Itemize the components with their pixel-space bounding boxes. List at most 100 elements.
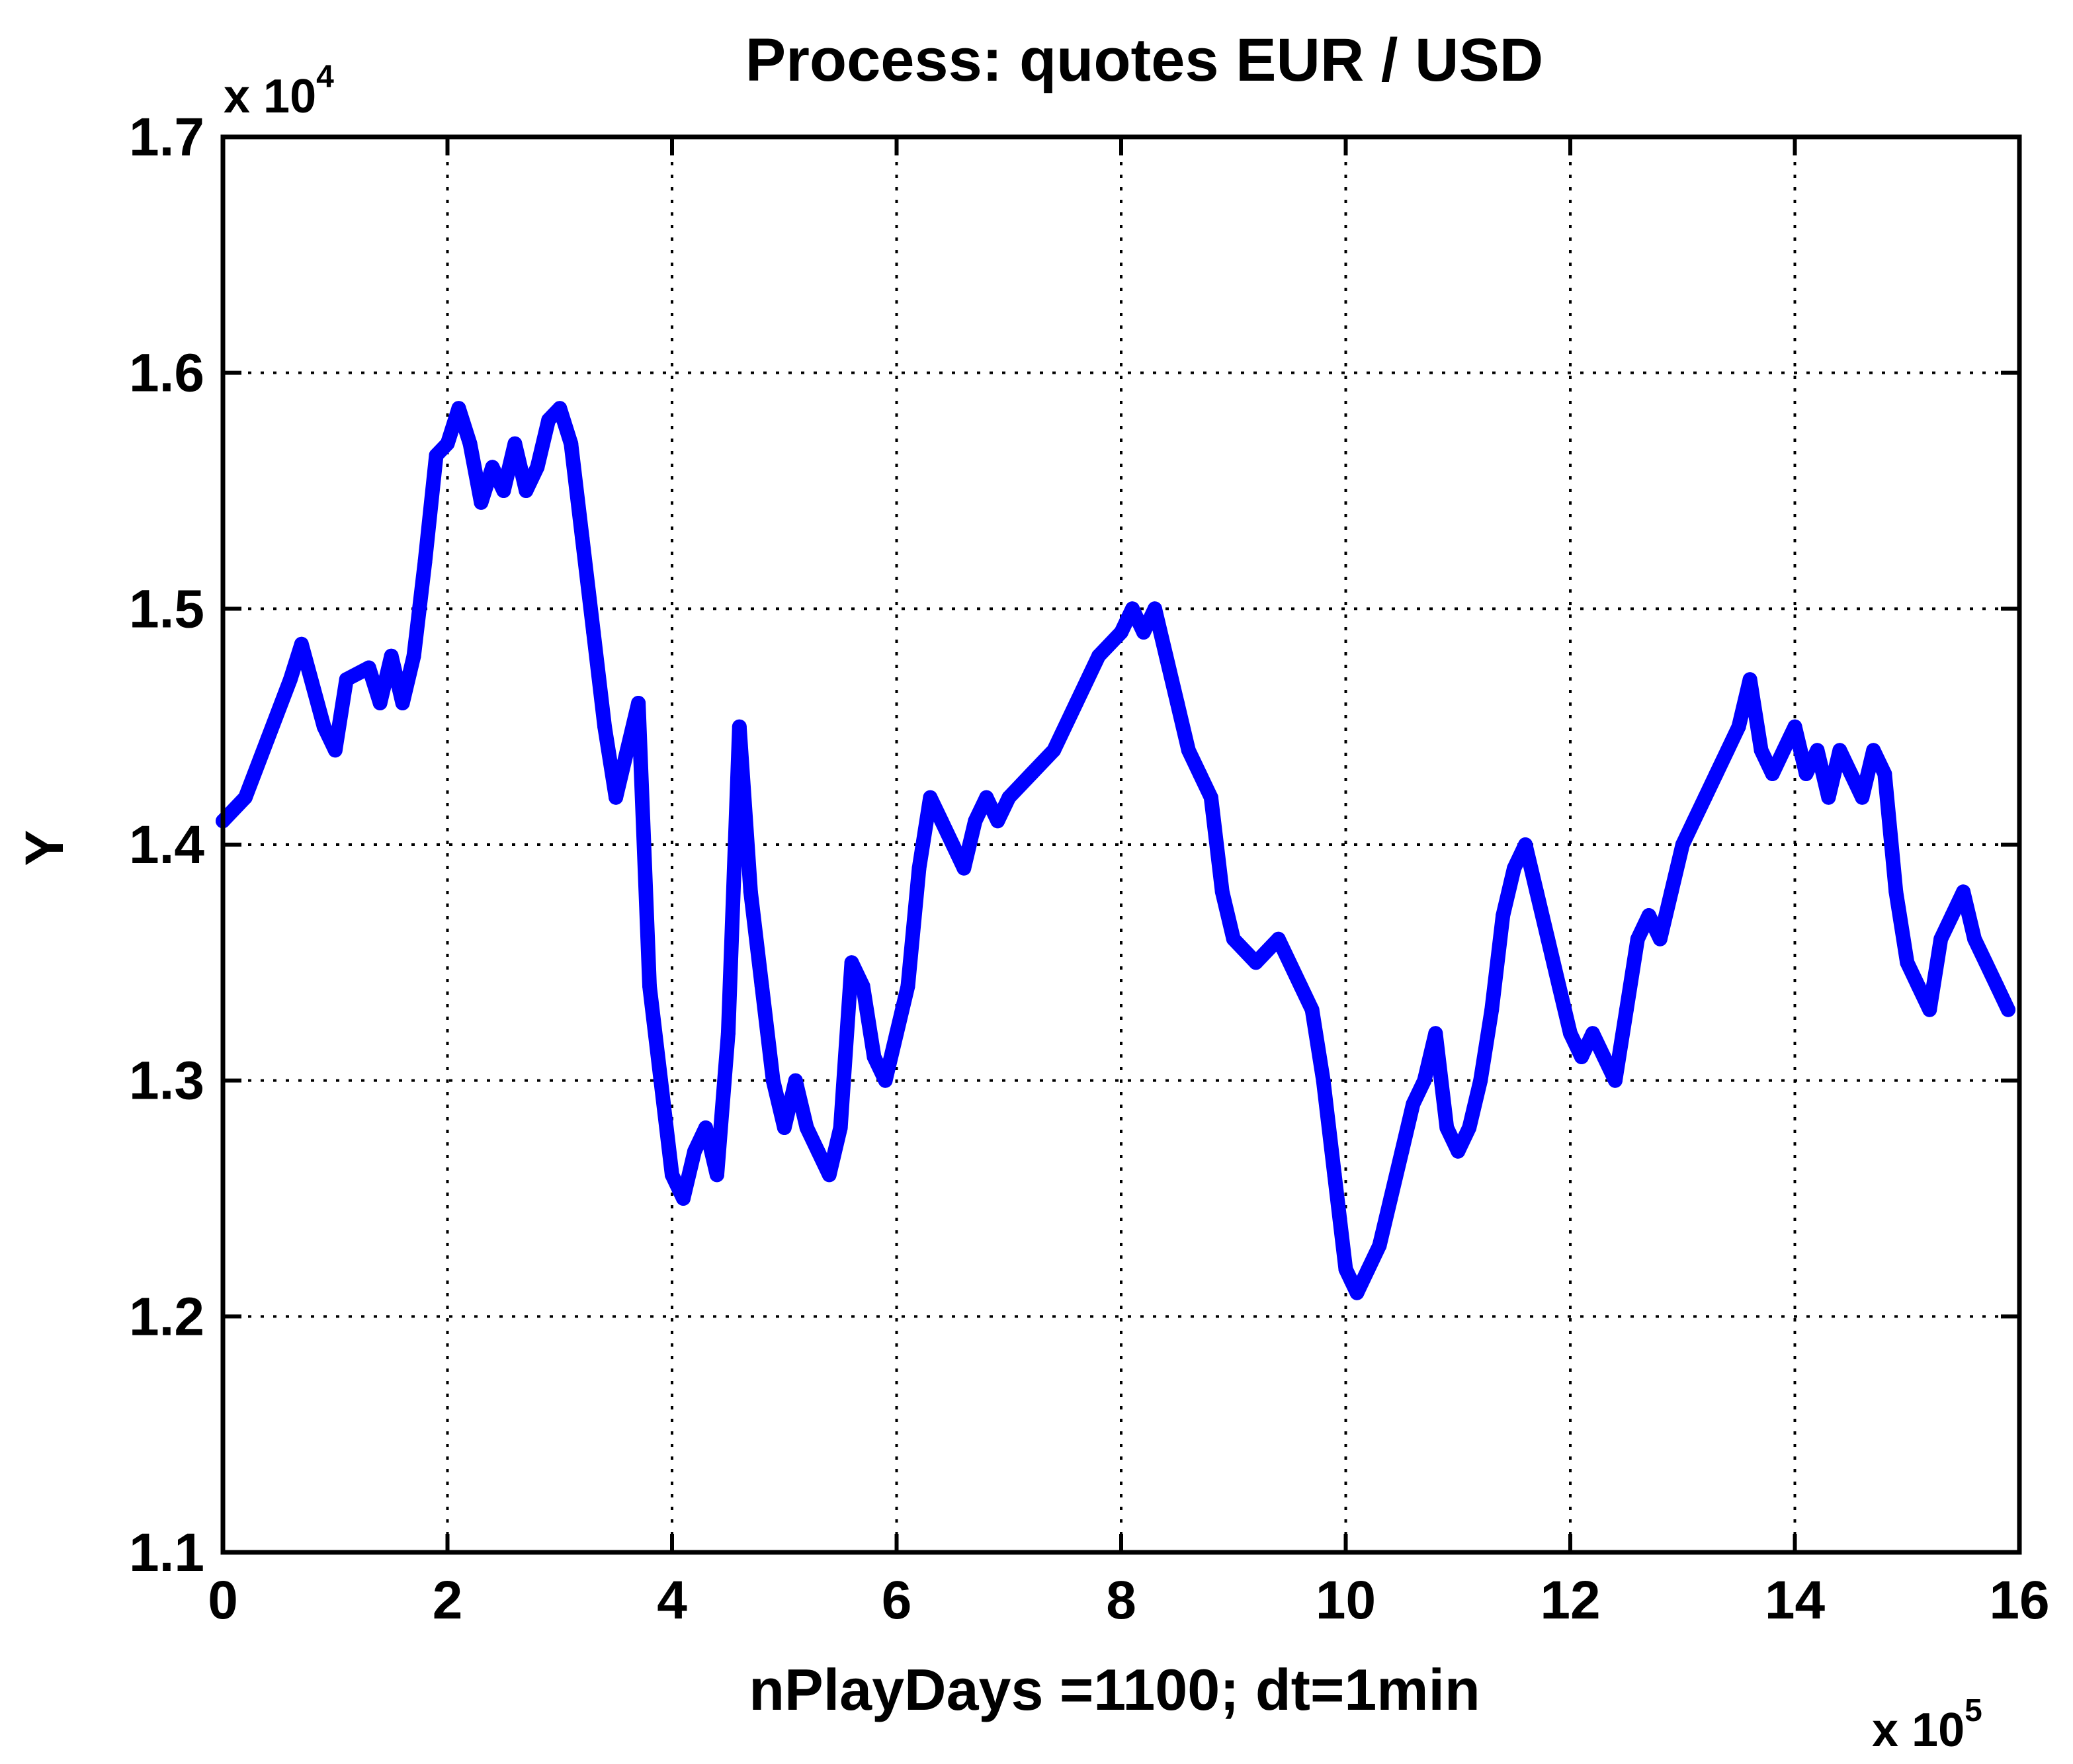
data-point: [765, 1073, 781, 1088]
data-point: [1900, 955, 1915, 970]
data-point: [1069, 696, 1084, 710]
data-point: [1731, 719, 1746, 734]
data-point: [1720, 743, 1735, 758]
data-point: [1181, 743, 1196, 758]
data-point: [474, 495, 489, 510]
data-point: [361, 660, 376, 675]
data-point: [339, 672, 354, 687]
data-point: [260, 731, 275, 746]
data-point: [743, 884, 758, 900]
data-point: [799, 1120, 814, 1135]
data-point: [552, 401, 568, 416]
data-point: [1776, 743, 1791, 758]
data-point: [1888, 884, 1904, 900]
data-point: [564, 436, 579, 451]
x-tick-label: 8: [1106, 1570, 1136, 1630]
x-exponent: 5: [1965, 1693, 1982, 1728]
data-point: [372, 696, 388, 710]
x-tick-label: 10: [1316, 1570, 1376, 1630]
data-point: [1855, 790, 1870, 805]
data-point: [1046, 743, 1062, 758]
data-point: [1742, 672, 1757, 687]
data-point: [1798, 767, 1814, 781]
data-point: [575, 530, 590, 546]
x-tick-label: 12: [1540, 1570, 1600, 1630]
data-point: [665, 1167, 679, 1183]
data-point: [1361, 1262, 1376, 1277]
data-point: [1114, 625, 1128, 640]
data-point: [1417, 1073, 1432, 1088]
data-point: [1956, 884, 1971, 900]
data-point: [923, 790, 938, 805]
data-point: [1125, 601, 1140, 616]
data-point: [1911, 979, 1926, 993]
data-point: [1349, 1285, 1365, 1300]
x-axis-label: nPlayDays =1100; dt=1min: [749, 1657, 1480, 1722]
data-point: [1496, 908, 1511, 923]
data-point: [945, 837, 960, 852]
axis-ticks: 0 2 4 6 8 10 12 14 16 1.1 1.2 1.3 1.4 1.5 1.6 1.7: [129, 107, 2050, 1630]
data-point: [530, 460, 545, 475]
data-point: [979, 790, 994, 805]
data-point: [1754, 743, 1769, 758]
data-point: [878, 1073, 893, 1088]
y-tick-label: 1.1: [129, 1523, 204, 1583]
data-point: [1843, 767, 1859, 781]
x-tick-label: 4: [657, 1570, 687, 1630]
data-point: [1428, 1026, 1443, 1041]
data-point: [1439, 1120, 1455, 1135]
data-point: [620, 743, 635, 758]
data-point: [1832, 743, 1847, 758]
data-point: [1821, 790, 1836, 805]
data-point: [1933, 931, 1949, 946]
data-point: [822, 1167, 837, 1183]
data-point: [1147, 601, 1162, 616]
data-point: [395, 696, 410, 710]
data-point: [507, 436, 523, 451]
data-point: [900, 979, 915, 993]
data-point: [676, 1191, 691, 1206]
data-point: [451, 401, 466, 416]
data-point: [889, 1026, 904, 1041]
data-point: [1338, 1262, 1353, 1277]
data-point: [327, 743, 343, 758]
y-tick-label: 1.5: [129, 579, 204, 639]
data-point: [1327, 1167, 1342, 1183]
data-point: [1169, 696, 1185, 710]
data-point: [1541, 931, 1556, 946]
plot-area: [216, 401, 2015, 1300]
x-tick-label: 16: [1989, 1570, 2049, 1630]
x-tick-label: 6: [882, 1570, 912, 1630]
data-point: [1192, 767, 1207, 781]
data-point: [1304, 1002, 1320, 1017]
data-point: [429, 448, 444, 463]
data-point: [1866, 743, 1881, 758]
data-point: [968, 814, 983, 829]
data-point: [1507, 861, 1522, 876]
data-point: [417, 554, 433, 569]
data-point: [754, 979, 769, 993]
data-point: [1630, 931, 1645, 946]
data-point: [1967, 931, 1982, 946]
data-point: [1978, 955, 1994, 970]
data-point: [1675, 837, 1690, 852]
axes-box: [220, 134, 2022, 1555]
data-point: [1641, 908, 1656, 923]
data-point: [1136, 625, 1151, 640]
data-point: [833, 1120, 848, 1135]
data-point: [1473, 1073, 1488, 1088]
y-tick-label: 1.3: [129, 1051, 204, 1111]
data-point: [687, 1144, 702, 1159]
x-tick-label: 14: [1765, 1570, 1826, 1630]
data-point: [1945, 908, 1960, 923]
data-point: [1787, 719, 1802, 734]
data-point: [720, 1026, 736, 1041]
data-point: [1091, 648, 1106, 663]
y-tick-label: 1.7: [129, 107, 204, 167]
data-point: [1686, 814, 1701, 829]
data-point: [698, 1120, 713, 1135]
data-point: [1024, 767, 1039, 781]
data-point: [1203, 790, 1218, 805]
data-point: [1607, 1073, 1623, 1088]
